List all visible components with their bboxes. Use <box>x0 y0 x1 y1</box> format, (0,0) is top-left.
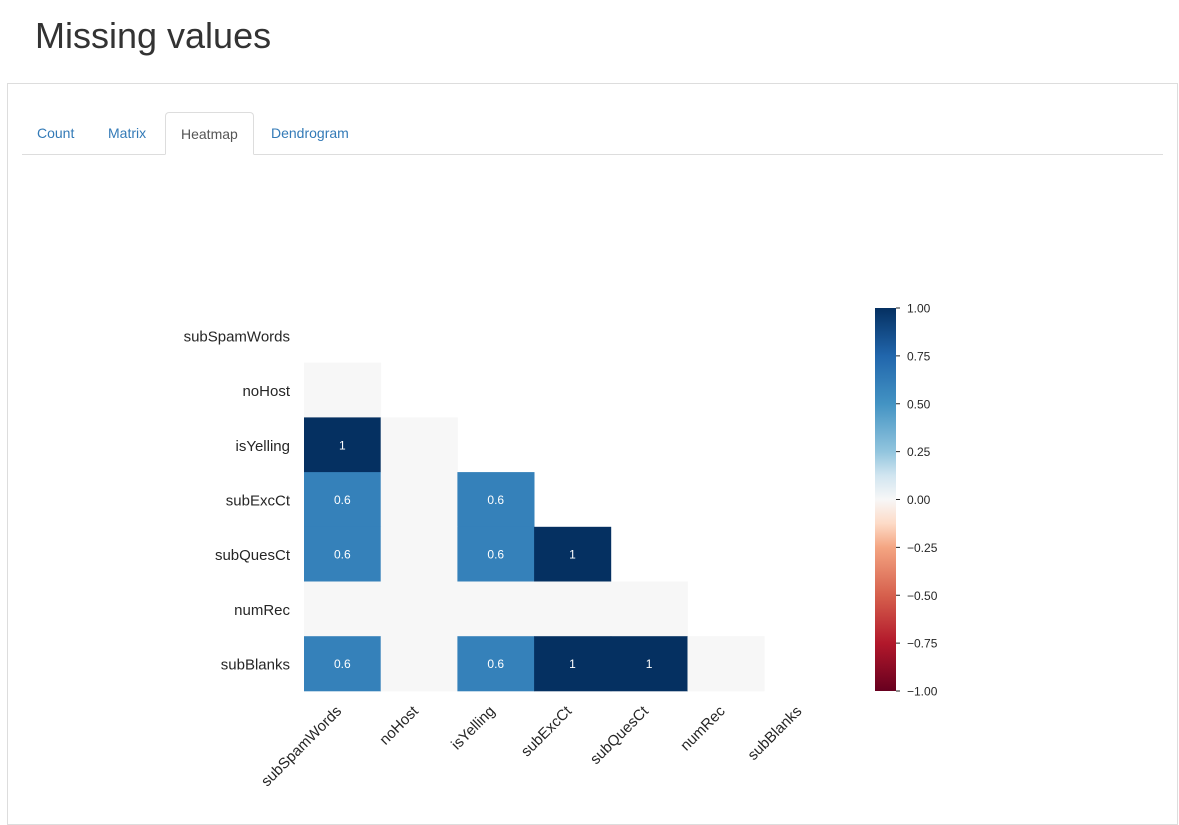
colorbar-tick-label: 0.75 <box>907 349 931 363</box>
cell-annotation: 0.6 <box>334 657 351 671</box>
heatmap-cell <box>610 636 688 692</box>
colorbar-tick-label: −0.50 <box>907 589 938 603</box>
cell-annotation: 0.6 <box>334 493 351 507</box>
heatmap-cell <box>380 472 458 528</box>
colorbar: 1.00 0.75 0.50 0.25 0.00 −0.25 −0.50 −0.75 −1.00 <box>875 302 938 699</box>
heatmap-chart: 1 0.6 0.6 0.6 0.6 1 0.6 0.6 1 1 subSpamWords noHos… <box>184 302 938 791</box>
x-tick-label: subSpamWords <box>258 703 345 790</box>
y-axis-labels: subSpamWords noHost isYelling subExcCt subQu… <box>184 328 291 673</box>
missing-values-panel: Count Matrix Heatmap Dendrogram <box>7 83 1178 825</box>
heatmap-cell <box>304 417 382 473</box>
cell-annotation: 0.6 <box>334 548 351 562</box>
heatmap-cell <box>457 472 535 528</box>
heatmap-cell <box>687 636 765 692</box>
y-tick-label: isYelling <box>236 438 291 455</box>
colorbar-tick-label: −0.25 <box>907 541 938 555</box>
x-tick-label: subQuesCt <box>587 702 653 768</box>
heatmap-cell <box>380 526 458 582</box>
colorbar-tick-label: −0.75 <box>907 637 938 651</box>
y-tick-label: noHost <box>242 383 290 400</box>
tab-count[interactable]: Count <box>37 125 75 141</box>
tab-matrix[interactable]: Matrix <box>108 125 147 141</box>
heatmap-cell <box>304 526 382 582</box>
colorbar-tick-label: −1.00 <box>907 685 938 699</box>
heatmap-cell <box>304 362 382 418</box>
heatmap-cell <box>304 636 382 692</box>
x-tick-label: subExcCt <box>518 702 576 760</box>
cell-annotation: 1 <box>569 657 576 671</box>
cell-annotation: 0.6 <box>487 548 504 562</box>
heatmap-cell <box>304 472 382 528</box>
heatmap-cells: 1 0.6 0.6 0.6 0.6 1 0.6 0.6 1 1 <box>304 362 765 692</box>
cell-annotation: 1 <box>646 657 653 671</box>
heatmap-cell <box>457 526 535 582</box>
x-tick-label: isYelling <box>448 703 499 754</box>
colorbar-tick-label: 1.00 <box>907 302 931 316</box>
y-tick-label: subExcCt <box>226 492 291 509</box>
y-tick-label: numRec <box>234 602 290 619</box>
tab-dendrogram[interactable]: Dendrogram <box>271 125 349 141</box>
y-tick-label: subQuesCt <box>215 547 291 564</box>
y-tick-label: subSpamWords <box>184 328 290 345</box>
cell-annotation: 0.6 <box>487 493 504 507</box>
heatmap-cell <box>380 636 458 692</box>
heatmap-cell <box>610 581 688 637</box>
colorbar-tick-label: 0.25 <box>907 445 931 459</box>
tab-heatmap[interactable]: Heatmap <box>165 112 254 155</box>
heatmap-cell <box>380 417 458 473</box>
x-tick-label: subBlanks <box>744 703 805 764</box>
heatmap-cell <box>457 636 535 692</box>
page-title: Missing values <box>35 15 272 56</box>
heatmap-cell <box>534 526 612 582</box>
cell-annotation: 1 <box>569 548 576 562</box>
x-tick-label: noHost <box>376 702 422 748</box>
tab-bar: Count Matrix Heatmap Dendrogram <box>22 112 1163 155</box>
heatmap-cell <box>534 581 612 637</box>
heatmap-cell <box>380 581 458 637</box>
heatmap-cell <box>457 581 535 637</box>
heatmap-cell <box>534 636 612 692</box>
cell-annotation: 1 <box>339 438 346 452</box>
x-tick-label: numRec <box>677 702 729 754</box>
cell-annotation: 0.6 <box>487 657 504 671</box>
colorbar-gradient <box>875 308 896 691</box>
colorbar-tick-label: 0.00 <box>907 493 931 507</box>
y-tick-label: subBlanks <box>221 657 290 674</box>
heatmap-cell <box>304 581 382 637</box>
colorbar-tick-label: 0.50 <box>907 397 931 411</box>
x-axis-labels: subSpamWords noHost isYelling subExcCt subQu… <box>258 702 805 790</box>
